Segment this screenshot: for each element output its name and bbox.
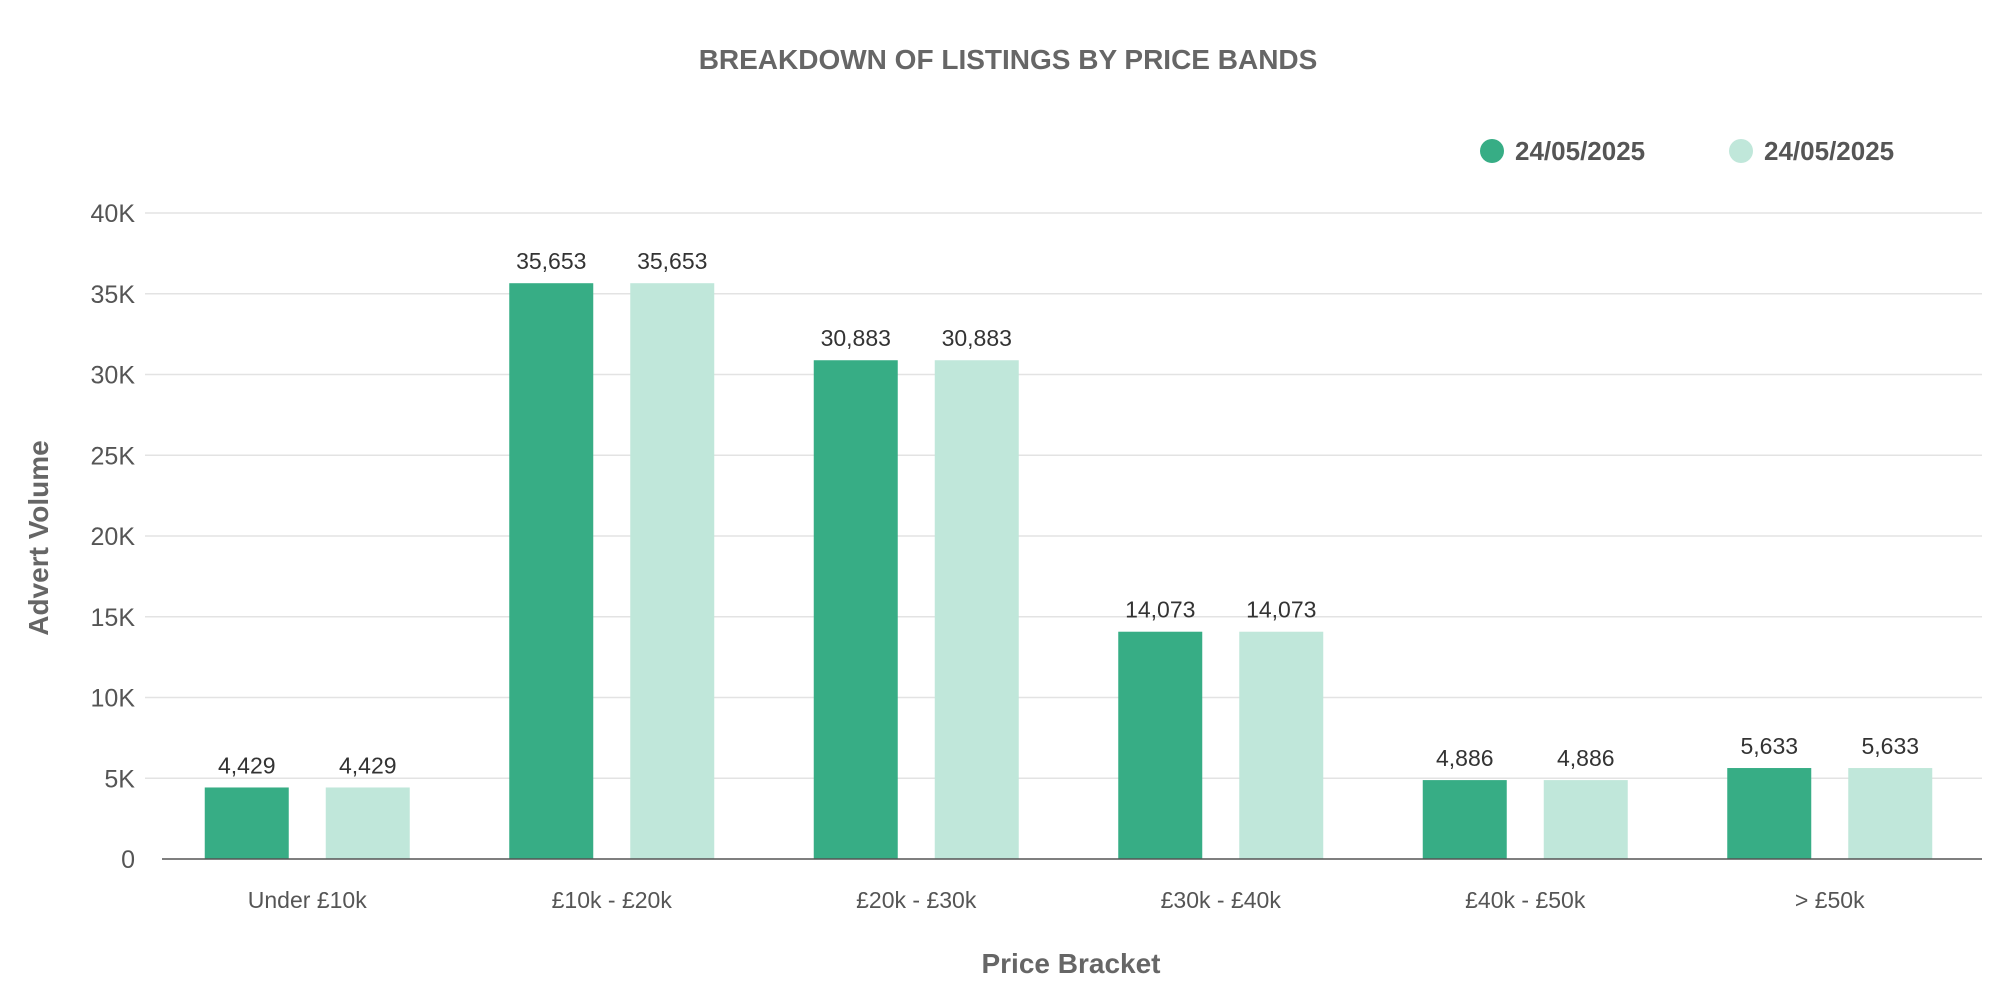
y-tick-label: 15K [91,604,136,632]
bar[interactable] [1118,631,1203,859]
y-tick-label: 0 [121,846,135,874]
data-label: 30,883 [821,325,891,351]
bar[interactable] [325,787,410,859]
bar[interactable] [509,283,594,859]
y-tick-label: 30K [91,362,136,390]
data-label: 35,653 [516,248,586,274]
chart-title: BREAKDOWN OF LISTINGS BY PRICE BANDS [699,44,1318,75]
legend-label: 24/05/2025 [1515,136,1645,166]
data-label: 5,633 [1740,733,1798,759]
legend-item[interactable]: 24/05/2025 [1480,136,1645,166]
y-tick-label: 35K [91,281,136,309]
data-label: 4,429 [218,752,276,778]
x-axis: Under £10k £10k - £20k £20k - £30k £30k - £… [162,858,1982,913]
y-tick-label: 40K [91,200,136,228]
y-axis-title: Advert Volume [23,440,54,636]
data-label: 4,886 [1557,745,1615,771]
y-tick-label: 5K [104,765,135,793]
x-tick-label: Under £10k [248,887,367,913]
legend-label: 24/05/2025 [1764,136,1894,166]
legend-marker [1729,139,1753,163]
data-label: 30,883 [942,325,1012,351]
y-tick-label: 20K [91,523,136,551]
bar[interactable] [204,787,289,859]
x-axis-title: Price Bracket [981,948,1160,979]
bar[interactable] [1543,780,1628,859]
x-tick-label: £30k - £40k [1161,887,1282,913]
legend: 24/05/2025 24/05/2025 [1480,136,1894,166]
y-axis: 0 5K 10K 15K 20K 25K 30K 35K 40K [91,200,136,874]
data-label: 4,886 [1436,745,1494,771]
bar[interactable] [1727,768,1812,859]
y-tick-label: 10K [91,685,136,713]
data-label: 14,073 [1246,597,1316,623]
y-tick-label: 25K [91,442,136,470]
bars [204,283,1933,859]
data-label: 14,073 [1125,597,1195,623]
legend-marker [1480,139,1504,163]
bar[interactable] [1239,631,1324,859]
data-labels: 4,429 4,429 35,653 35,653 30,883 30,883 14,073… [218,248,1919,778]
bar[interactable] [1848,768,1933,859]
data-label: 5,633 [1861,733,1919,759]
x-tick-label: £20k - £30k [856,887,977,913]
data-label: 4,429 [339,752,397,778]
gridlines [145,212,1982,779]
bar[interactable] [630,283,715,859]
bar[interactable] [934,360,1019,859]
bar[interactable] [1422,780,1507,859]
x-tick-label: £10k - £20k [552,887,673,913]
x-tick-label: £40k - £50k [1465,887,1586,913]
bar[interactable] [813,360,898,859]
x-tick-label: > £50k [1795,887,1865,913]
legend-item[interactable]: 24/05/2025 [1729,136,1894,166]
data-label: 35,653 [637,248,707,274]
